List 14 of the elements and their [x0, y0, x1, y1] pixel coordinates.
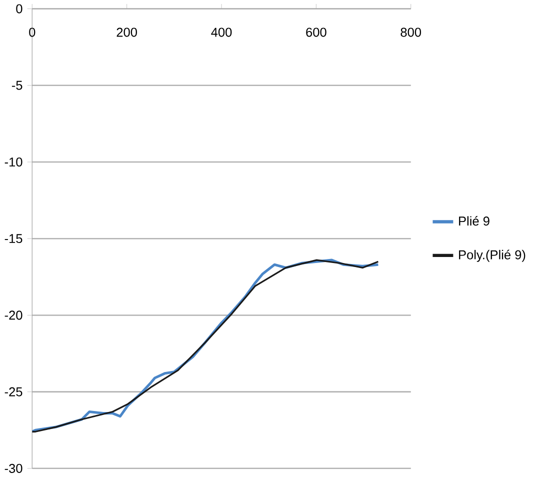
y-tick-label: -30: [4, 464, 22, 473]
y-tick-label: -25: [4, 387, 22, 396]
x-tick-label: 600: [306, 28, 326, 37]
x-tick-label: 0: [29, 28, 36, 37]
legend-label: Plié 9: [459, 216, 490, 226]
y-tick-label: -15: [4, 234, 22, 243]
y-tick-label: 0: [16, 4, 22, 14]
legend-label: Poly.(Plié 9): [459, 250, 526, 262]
x-tick-label: 800: [400, 28, 422, 37]
x-tick-label: 400: [211, 28, 232, 37]
x-tick-label: 200: [116, 28, 137, 37]
y-tick-label: -10: [4, 157, 22, 166]
y-tick-label: -20: [4, 310, 22, 320]
y-tick-label: -5: [12, 80, 22, 90]
